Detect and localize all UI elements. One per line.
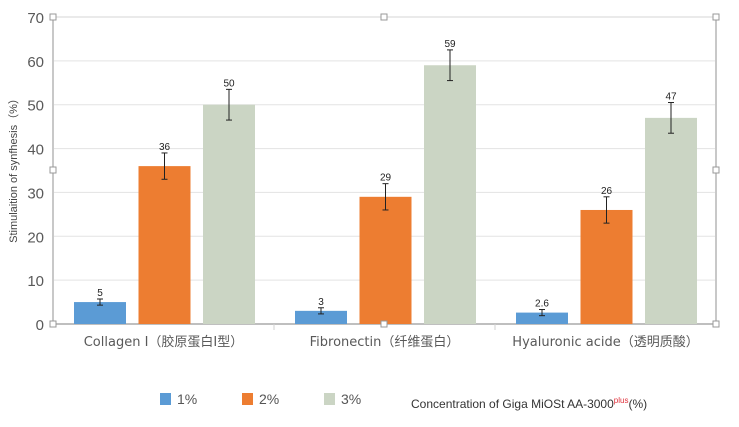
data-label: 2.6 [535,299,549,310]
legend-item-2: 2% [242,391,324,407]
x-title-suffix: (%) [628,397,648,411]
x-title-sup: plus [613,396,629,405]
legend-swatch [324,393,335,405]
bar [580,209,633,324]
legend-swatch [160,393,171,405]
y-tick-label: 10 [27,273,44,290]
bar [203,104,255,324]
data-label: 59 [444,39,456,50]
y-axis-title: Stimulaition of synfhesis（%） [8,93,20,243]
y-tick-label: 30 [27,185,44,202]
bar [74,302,126,324]
legend-label: 3% [341,391,362,407]
y-tick-label: 20 [27,229,44,246]
x-tick-label: Fibronectin（纤维蛋白） [310,334,460,350]
y-tick-label: 70 [27,10,44,27]
bar [138,166,191,324]
selection-handle [49,13,57,21]
selection-handle [380,13,388,21]
selection-handle [712,13,720,21]
x-tick-label: Collagen I（胶原蛋白Ⅰ型） [84,334,244,350]
selection-handle [49,320,57,328]
legend: 1% 2% 3% [160,391,406,407]
legend-label: 2% [259,391,280,407]
x-title-text: Concentration of Giga MiOSt AA-3000 [411,397,614,411]
x-tick-label: Hyaluronic acide（透明质酸） [512,335,698,350]
x-axis-title: Concentration of Giga MiOSt AA-3000plus(… [411,396,647,411]
data-label: 5 [97,288,103,299]
bar [295,310,347,324]
data-label: 36 [159,142,171,153]
selection-handle [49,166,57,174]
data-label: 3 [318,297,324,308]
data-label: 50 [223,78,235,89]
y-tick-label: 60 [27,54,44,71]
legend-item-3: 3% [324,391,406,407]
legend-label: 1% [177,391,198,407]
bar [359,196,412,324]
y-tick-label: 40 [27,142,44,159]
selection-handle [380,320,388,328]
selection-handle [712,320,720,328]
data-label: 47 [665,92,677,103]
data-label: 26 [601,186,613,197]
bar [516,312,568,324]
bar [424,65,476,324]
selection-handle [712,166,720,174]
legend-swatch [242,393,253,405]
y-tick-label: 0 [36,317,44,334]
bar [645,117,697,324]
data-label: 29 [380,173,392,184]
legend-item-1: 1% [160,391,242,407]
y-tick-label: 50 [27,98,44,115]
